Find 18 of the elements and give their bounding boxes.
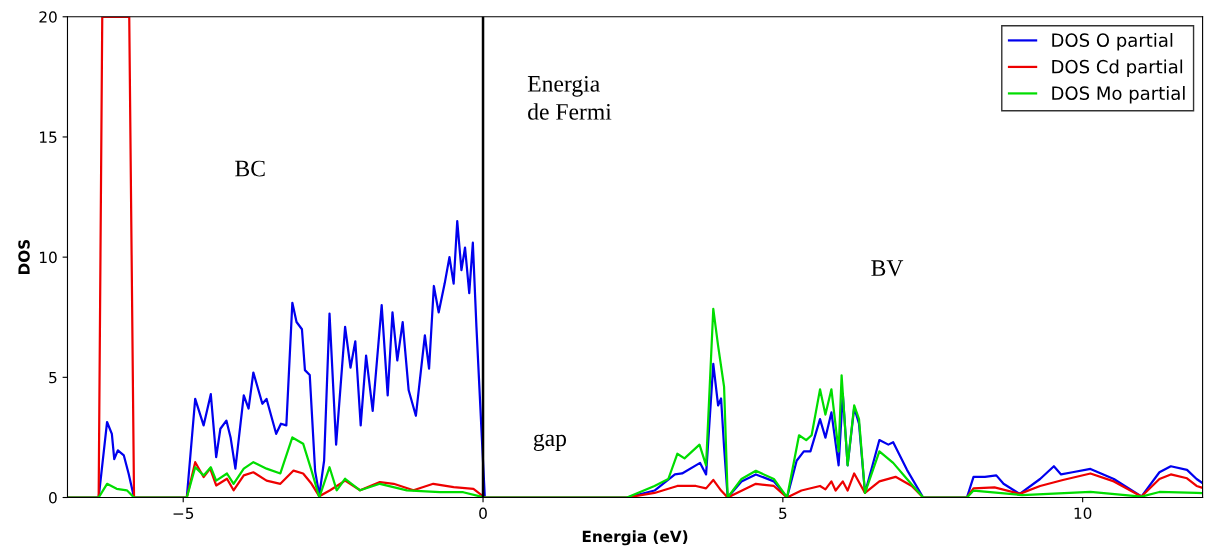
x-tick-label: −5: [173, 507, 194, 520]
annotation: BV: [871, 260, 904, 277]
x-tick-label: 0: [479, 507, 487, 520]
legend-label: DOS Cd partial: [1052, 59, 1183, 77]
y-tick-label: 20: [39, 11, 57, 23]
legend-label: DOS Mo partial: [1052, 86, 1185, 104]
x-tick-label: 10: [1074, 507, 1092, 520]
legend-label: DOS O partial: [1052, 33, 1173, 51]
y-tick-label: 0: [49, 491, 57, 504]
y-tick-label: 15: [40, 131, 57, 143]
y-axis-title: DOS: [18, 239, 30, 275]
annotation: BC: [235, 160, 265, 177]
y-tick-label: 10: [40, 251, 57, 264]
x-tick-label: 5: [779, 507, 787, 520]
y-tick-label: 5: [49, 371, 57, 384]
x-axis-title: Energia (eV): [582, 530, 688, 546]
annotation: gap: [533, 433, 567, 452]
annotation: Energia de Fermi: [527, 75, 612, 120]
